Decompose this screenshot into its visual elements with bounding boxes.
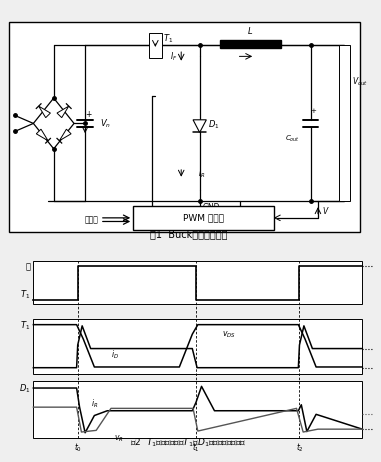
Text: $v_{DS}$: $v_{DS}$ [222,329,236,340]
Text: $D_1$: $D_1$ [19,382,30,395]
Text: $I_R$: $I_R$ [198,168,205,181]
Text: 门: 门 [26,262,30,272]
Text: $V_{out}$: $V_{out}$ [352,75,368,88]
Text: $T_1$: $T_1$ [20,320,30,332]
Text: $I_L$: $I_L$ [242,39,249,52]
Text: $V$: $V$ [322,205,329,216]
Text: $v_R$: $v_R$ [114,433,123,444]
Text: $I$: $I$ [243,205,247,216]
Text: 图2  $T_1$的控制信号和$T_1$，$D_1$的电压、电流波形: 图2 $T_1$的控制信号和$T_1$，$D_1$的电压、电流波形 [130,437,247,449]
Bar [34,261,362,304]
Text: $D_1$: $D_1$ [208,119,219,132]
Text: $t_0$: $t_0$ [74,441,82,454]
Polygon shape [57,106,69,118]
Text: $i_R$: $i_R$ [91,397,98,409]
Text: GND: GND [203,203,220,212]
Text: $t_2$: $t_2$ [296,441,303,454]
Bar [10,22,360,232]
Text: $L$: $L$ [247,25,254,36]
Text: 输人量: 输人量 [84,215,98,224]
Bar [220,40,281,48]
Bar [34,319,362,374]
Text: $V_n$: $V_n$ [100,117,111,130]
Bar [34,381,362,438]
Polygon shape [193,120,207,133]
Text: $T_1$: $T_1$ [163,33,173,45]
Polygon shape [36,129,48,141]
Text: $i_D$: $i_D$ [111,348,118,360]
Text: +: + [85,110,91,119]
Polygon shape [38,106,50,118]
Polygon shape [59,129,71,141]
Bar [339,45,350,201]
Text: $T_1$: $T_1$ [20,288,30,301]
Text: $t_1$: $t_1$ [192,441,200,454]
Text: $C_{out}$: $C_{out}$ [285,134,300,145]
Text: PWM 控制器: PWM 控制器 [183,213,224,222]
Bar [133,206,274,230]
Text: 图1  Buck变换器电路图: 图1 Buck变换器电路图 [150,230,227,239]
Text: $I_F$: $I_F$ [170,50,178,63]
Bar [149,33,162,58]
Text: +: + [311,108,317,114]
